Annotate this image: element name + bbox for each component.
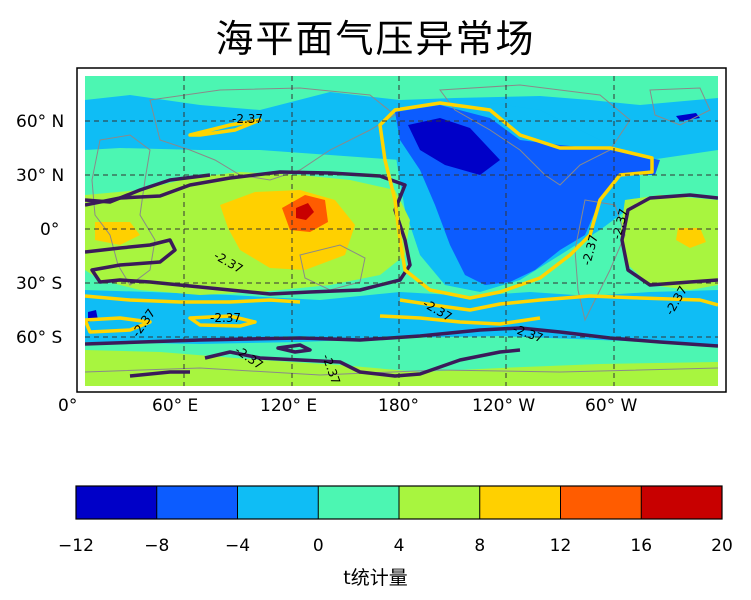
contour-lines-dark	[85, 170, 718, 378]
colorbar-tick-label: 8	[474, 536, 485, 556]
contour-yellow-south	[85, 294, 718, 328]
colorbar-tick-label: −4	[225, 536, 250, 556]
contour-yellow-north	[188, 118, 262, 137]
graticule	[85, 76, 718, 386]
y-tick-labels: 60° N 30° N 0° 30° S 60° S	[16, 112, 64, 348]
coastline-eurasia	[149, 87, 396, 181]
colorbar-segment	[399, 486, 480, 519]
contour-north-atlantic	[85, 173, 211, 204]
colorbar-tick-labels: −12 −8 −4 0 4 8 12 16 20	[58, 536, 733, 556]
colorbar-segment	[156, 486, 238, 519]
colorbar-tick-label: 0	[313, 536, 324, 556]
contour-atlantic-loop	[620, 193, 718, 287]
contour-lines-yellow	[85, 101, 718, 334]
field-region-darkblue-ne	[676, 113, 700, 121]
colorbar-segment	[237, 486, 319, 519]
coastline-south-america	[574, 199, 626, 322]
colorbar-tick-label: 12	[550, 536, 572, 556]
contour-yellow-south2	[85, 314, 541, 334]
contour-yellow-pacific	[378, 101, 654, 300]
y-tick-label: 30° S	[16, 274, 62, 294]
field-region-yellow-atlantic	[676, 228, 706, 248]
x-tick-label: 0°	[58, 396, 77, 416]
contour-antarctic	[129, 348, 521, 378]
contour-southern-ocean	[85, 326, 718, 348]
colorbar	[75, 485, 723, 520]
colorbar-label: t统计量	[343, 567, 408, 589]
contour-label: -2.37	[232, 112, 263, 126]
x-tick-label: 120° W	[472, 396, 535, 416]
coastline-greenland	[649, 87, 711, 126]
x-tick-label: 120° E	[260, 396, 317, 416]
field-region-yellowgreen-atlantic	[620, 195, 718, 290]
x-tick-labels: 0° 60° E 120° E 180° 120° W 60° W	[58, 396, 638, 416]
coastline-antarctica	[85, 367, 718, 376]
field-region-darkblue-core	[408, 118, 500, 175]
field-region-red-core	[296, 203, 314, 220]
y-tick-label: 60° S	[16, 328, 62, 348]
field-region-yellowgreen-south	[85, 350, 718, 386]
colorbar-segment	[76, 486, 157, 519]
field-region-yellow-africa	[95, 222, 140, 245]
colorbar-tick-label: −12	[58, 536, 94, 556]
y-tick-label: 60° N	[16, 112, 64, 132]
coastline-australia	[299, 244, 366, 291]
coastline-north-america	[439, 84, 631, 186]
contour-label: -2.37	[210, 311, 241, 325]
map-frame	[76, 67, 727, 393]
colorbar-tick-label: 20	[711, 536, 733, 556]
coastline-africa	[91, 134, 156, 286]
colorbar-tick-label: 4	[394, 536, 405, 556]
chart-title: 海平面气压异常场	[215, 17, 536, 61]
y-tick-label: 0°	[40, 220, 59, 240]
x-tick-label: 60° W	[585, 396, 638, 416]
coastlines	[85, 84, 718, 376]
colorbar-tick-label: −8	[144, 536, 169, 556]
x-tick-label: 180°	[378, 396, 419, 416]
colorbar-segment	[560, 486, 642, 519]
y-tick-label: 30° N	[16, 166, 64, 186]
colorbar-tick-label: 16	[630, 536, 652, 556]
contour-tropics-loop	[85, 170, 412, 296]
colorbar-segment	[479, 486, 561, 519]
contour-small-loop	[276, 343, 312, 354]
colorbar-segment	[318, 486, 399, 519]
x-tick-label: 60° E	[152, 396, 198, 416]
colorbar-segment	[641, 486, 722, 519]
